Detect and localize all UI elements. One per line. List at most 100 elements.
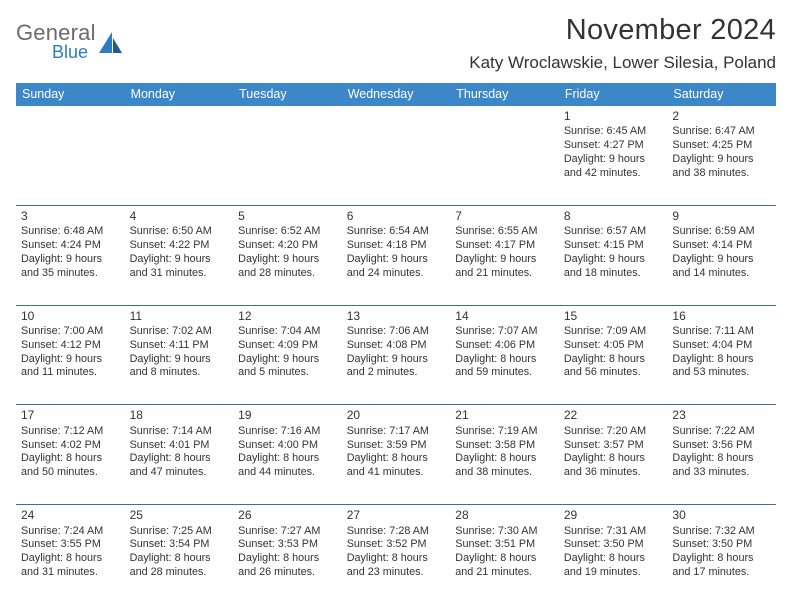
day-dl2: and 8 minutes. xyxy=(130,366,229,380)
weeks-container: 1Sunrise: 6:45 AMSunset: 4:27 PMDaylight… xyxy=(16,106,776,604)
day-dl1: Daylight: 8 hours xyxy=(455,452,554,466)
day-sunset: Sunset: 4:22 PM xyxy=(130,239,229,253)
day-number: 8 xyxy=(564,209,663,224)
day-sunrise: Sunrise: 7:16 AM xyxy=(238,425,337,439)
day-dl1: Daylight: 8 hours xyxy=(672,353,771,367)
day-number: 15 xyxy=(564,309,663,324)
day-sunset: Sunset: 4:05 PM xyxy=(564,339,663,353)
day-number: 20 xyxy=(347,408,446,423)
day-cell: 13Sunrise: 7:06 AMSunset: 4:08 PMDayligh… xyxy=(342,306,451,405)
day-dl1: Daylight: 9 hours xyxy=(21,253,120,267)
header-row: General Blue November 2024 Katy Wroclaws… xyxy=(16,14,776,73)
day-dl1: Daylight: 8 hours xyxy=(672,552,771,566)
day-header-wed: Wednesday xyxy=(342,83,451,106)
day-number: 10 xyxy=(21,309,120,324)
day-sunrise: Sunrise: 6:55 AM xyxy=(455,225,554,239)
day-number: 18 xyxy=(130,408,229,423)
day-dl2: and 26 minutes. xyxy=(238,566,337,580)
day-sunrise: Sunrise: 6:50 AM xyxy=(130,225,229,239)
day-sunset: Sunset: 3:50 PM xyxy=(672,538,771,552)
day-cell: 10Sunrise: 7:00 AMSunset: 4:12 PMDayligh… xyxy=(16,306,125,405)
day-dl2: and 21 minutes. xyxy=(455,566,554,580)
day-sunrise: Sunrise: 6:54 AM xyxy=(347,225,446,239)
day-dl1: Daylight: 8 hours xyxy=(672,452,771,466)
day-sunset: Sunset: 4:04 PM xyxy=(672,339,771,353)
day-number: 3 xyxy=(21,209,120,224)
day-sunset: Sunset: 4:25 PM xyxy=(672,139,771,153)
day-cell: 2Sunrise: 6:47 AMSunset: 4:25 PMDaylight… xyxy=(667,106,776,205)
day-dl1: Daylight: 8 hours xyxy=(455,552,554,566)
day-number: 29 xyxy=(564,508,663,523)
day-sunset: Sunset: 4:08 PM xyxy=(347,339,446,353)
day-number: 24 xyxy=(21,508,120,523)
day-dl1: Daylight: 9 hours xyxy=(21,353,120,367)
day-sunrise: Sunrise: 7:20 AM xyxy=(564,425,663,439)
day-cell xyxy=(125,106,234,205)
day-sunrise: Sunrise: 7:04 AM xyxy=(238,325,337,339)
day-number: 17 xyxy=(21,408,120,423)
day-dl2: and 21 minutes. xyxy=(455,267,554,281)
day-dl1: Daylight: 9 hours xyxy=(238,253,337,267)
month-title: November 2024 xyxy=(469,14,776,47)
day-sunrise: Sunrise: 6:45 AM xyxy=(564,125,663,139)
day-cell: 25Sunrise: 7:25 AMSunset: 3:54 PMDayligh… xyxy=(125,505,234,604)
day-dl2: and 14 minutes. xyxy=(672,267,771,281)
day-sunrise: Sunrise: 6:47 AM xyxy=(672,125,771,139)
day-sunrise: Sunrise: 6:52 AM xyxy=(238,225,337,239)
week-row: 10Sunrise: 7:00 AMSunset: 4:12 PMDayligh… xyxy=(16,306,776,406)
day-dl1: Daylight: 8 hours xyxy=(564,552,663,566)
day-sunrise: Sunrise: 6:48 AM xyxy=(21,225,120,239)
day-dl2: and 42 minutes. xyxy=(564,167,663,181)
day-sunset: Sunset: 4:01 PM xyxy=(130,439,229,453)
day-cell xyxy=(450,106,559,205)
day-dl1: Daylight: 8 hours xyxy=(130,552,229,566)
logo-text: General Blue xyxy=(16,20,96,63)
day-sunrise: Sunrise: 7:02 AM xyxy=(130,325,229,339)
day-cell: 30Sunrise: 7:32 AMSunset: 3:50 PMDayligh… xyxy=(667,505,776,604)
day-cell: 21Sunrise: 7:19 AMSunset: 3:58 PMDayligh… xyxy=(450,405,559,504)
day-cell: 12Sunrise: 7:04 AMSunset: 4:09 PMDayligh… xyxy=(233,306,342,405)
day-cell: 4Sunrise: 6:50 AMSunset: 4:22 PMDaylight… xyxy=(125,206,234,305)
day-sunrise: Sunrise: 7:31 AM xyxy=(564,525,663,539)
day-number: 28 xyxy=(455,508,554,523)
day-dl1: Daylight: 9 hours xyxy=(347,253,446,267)
day-number: 23 xyxy=(672,408,771,423)
day-cell: 14Sunrise: 7:07 AMSunset: 4:06 PMDayligh… xyxy=(450,306,559,405)
day-sunset: Sunset: 3:57 PM xyxy=(564,439,663,453)
day-sunrise: Sunrise: 7:17 AM xyxy=(347,425,446,439)
day-sunset: Sunset: 4:14 PM xyxy=(672,239,771,253)
week-row: 3Sunrise: 6:48 AMSunset: 4:24 PMDaylight… xyxy=(16,206,776,306)
day-sunset: Sunset: 4:12 PM xyxy=(21,339,120,353)
day-sunrise: Sunrise: 7:11 AM xyxy=(672,325,771,339)
day-number: 7 xyxy=(455,209,554,224)
day-sunset: Sunset: 4:18 PM xyxy=(347,239,446,253)
day-sunrise: Sunrise: 7:12 AM xyxy=(21,425,120,439)
day-header-tue: Tuesday xyxy=(233,83,342,106)
day-dl2: and 38 minutes. xyxy=(672,167,771,181)
day-header-row: Sunday Monday Tuesday Wednesday Thursday… xyxy=(16,83,776,106)
day-sunset: Sunset: 4:20 PM xyxy=(238,239,337,253)
day-dl2: and 31 minutes. xyxy=(21,566,120,580)
day-sunset: Sunset: 4:11 PM xyxy=(130,339,229,353)
day-cell: 20Sunrise: 7:17 AMSunset: 3:59 PMDayligh… xyxy=(342,405,451,504)
day-dl2: and 17 minutes. xyxy=(672,566,771,580)
day-dl1: Daylight: 8 hours xyxy=(238,552,337,566)
day-header-fri: Friday xyxy=(559,83,668,106)
day-dl1: Daylight: 8 hours xyxy=(130,452,229,466)
day-sunset: Sunset: 3:50 PM xyxy=(564,538,663,552)
week-row: 1Sunrise: 6:45 AMSunset: 4:27 PMDaylight… xyxy=(16,106,776,206)
day-cell: 23Sunrise: 7:22 AMSunset: 3:56 PMDayligh… xyxy=(667,405,776,504)
day-header-sat: Saturday xyxy=(667,83,776,106)
day-number: 14 xyxy=(455,309,554,324)
day-cell: 3Sunrise: 6:48 AMSunset: 4:24 PMDaylight… xyxy=(16,206,125,305)
day-sunset: Sunset: 4:24 PM xyxy=(21,239,120,253)
day-cell: 26Sunrise: 7:27 AMSunset: 3:53 PMDayligh… xyxy=(233,505,342,604)
day-cell: 1Sunrise: 6:45 AMSunset: 4:27 PMDaylight… xyxy=(559,106,668,205)
day-header-mon: Monday xyxy=(125,83,234,106)
day-sunset: Sunset: 3:56 PM xyxy=(672,439,771,453)
day-number: 26 xyxy=(238,508,337,523)
day-header-thu: Thursday xyxy=(450,83,559,106)
day-header-sun: Sunday xyxy=(16,83,125,106)
day-dl2: and 41 minutes. xyxy=(347,466,446,480)
day-sunrise: Sunrise: 7:09 AM xyxy=(564,325,663,339)
